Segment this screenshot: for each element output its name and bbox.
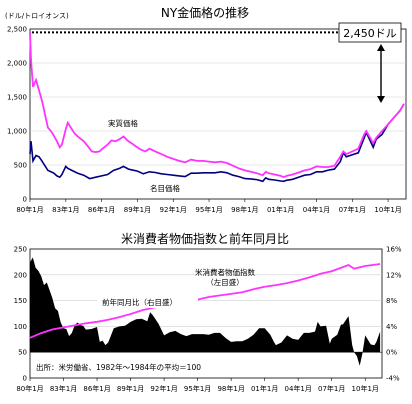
chart2-xtick-label: 80年1月 [16,384,43,393]
legend-cpi-label-line: 米消費者物価指数 [195,267,255,277]
chart2-ytick-label: 150 [14,297,27,305]
chart1-title: NY金価格の推移 [161,5,249,20]
chart2-y2tick-label: 0% [386,349,397,357]
chart1-ytick-label: 1,500 [7,94,27,102]
legend-nominal-label: 名目価格 [150,183,180,193]
series-cpi-line [29,263,381,339]
chart2-ytick-label: 200 [14,271,27,279]
chart1-x-ticks: 80年1月 83年1月 86年1月 89年1月 92年1月 95年1月 98年1月 01年1月… [16,199,402,214]
legend-cpi-label-line: （左目盛） [206,277,244,287]
series-yoy-bars [30,257,381,366]
chart1-xtick-label: 83年1月 [52,205,79,214]
chart1-xtick-label: 92年1月 [160,205,187,214]
chart2-xtick-label: 10年1月 [352,384,379,393]
chart2-y2tick-label: 12% [386,271,402,279]
chart2-xtick-label: 95年1月 [184,384,211,393]
chart1-xtick-label: 80年1月 [16,205,43,214]
chart1-plot-area [29,28,407,200]
chart2-xtick-label: 07年1月 [318,384,345,393]
chart2-xtick-label: 86年1月 [83,384,110,393]
legend-real-label: 実質価格 [108,118,138,128]
chart1-ytick-label: 1,000 [7,128,27,136]
series-real-line [29,32,405,179]
chart2-xtick-label: 92年1月 [150,384,177,393]
legend-yoy-label: 前年同月比（右目盛） [102,297,177,307]
chart1-xtick-label: 04年1月 [303,205,330,214]
chart1-xtick-label: 07年1月 [339,205,366,214]
chart2-y2tick-label: 16% [386,246,402,254]
chart1-ytick-label: 2,500 [7,26,27,34]
chart2-ytick-label: 250 [14,246,27,254]
source-note: 出所：米労働省、1982年～1984年の平均＝100 [36,362,201,372]
chart2-y2tick-label: 8% [386,297,397,305]
chart1-annotation-box [338,22,402,43]
chart1-xtick-label: 01年1月 [267,205,294,214]
source-note-bg [33,362,213,373]
chart1-xtick-label: 98年1月 [231,205,258,214]
chart2-ytick-label: 0 [23,375,27,383]
chart1-ytick-label: 2,000 [7,60,27,68]
chart2-xtick-label: 04年1月 [285,384,312,393]
chart2-y2tick-label: 4% [386,323,397,331]
chart1-gridlines [30,62,406,166]
chart1-ylabel: (ドル/トロイオンス) [5,12,69,20]
chart2-left-y-ticks: 0 50 100 150 200 250 [14,246,27,383]
chart2-xtick-label: 89年1月 [117,384,144,393]
chart1-arrow-down-head [377,96,385,103]
chart2-title: 米消費者物価指数と前年同月比 [121,231,289,246]
chart2-xtick-label: 83年1月 [50,384,77,393]
chart2-y2tick-label: -4% [386,375,400,383]
chart2-plot-area [29,248,383,379]
chart2-x-ticks: 80年1月 83年1月 86年1月 89年1月 92年1月 95年1月 98年1月 01年1月… [16,378,379,393]
gold-price-chart: NY金価格の推移 (ドル/トロイオンス) 0 500 1,000 1,500 2,000… [5,5,407,214]
chart2-ytick-label: 100 [14,323,27,331]
chart1-ytick-label: 500 [14,162,27,170]
chart1-arrow-up-head [377,44,385,51]
legend-yoy-bg [97,297,198,308]
chart2-xtick-label: 98年1月 [217,384,244,393]
chart1-annotation: 2,450ドル [343,27,397,40]
chart1-y-ticks: 0 500 1,000 1,500 2,000 2,500 [7,26,27,204]
chart2-xtick-label: 01年1月 [251,384,278,393]
chart1-xtick-label: 86年1月 [88,205,115,214]
series-nominal-line [29,103,405,183]
chart2-right-y-ticks: -4% 0% 4% 8% 12% 16% [386,246,402,383]
chart2-ytick-label: 50 [18,349,27,357]
legend-cpi-label: 米消費者物価指数（左目盛） [195,267,255,287]
cpi-chart: 米消費者物価指数と前年同月比 0 50 100 150 200 250 -4% 0% 4% 8%… [14,231,402,393]
chart1-xtick-label: 10年1月 [374,205,401,214]
chart1-ytick-label: 0 [23,196,27,204]
chart1-xtick-label: 89年1月 [124,205,151,214]
chart1-xtick-label: 95年1月 [195,205,222,214]
